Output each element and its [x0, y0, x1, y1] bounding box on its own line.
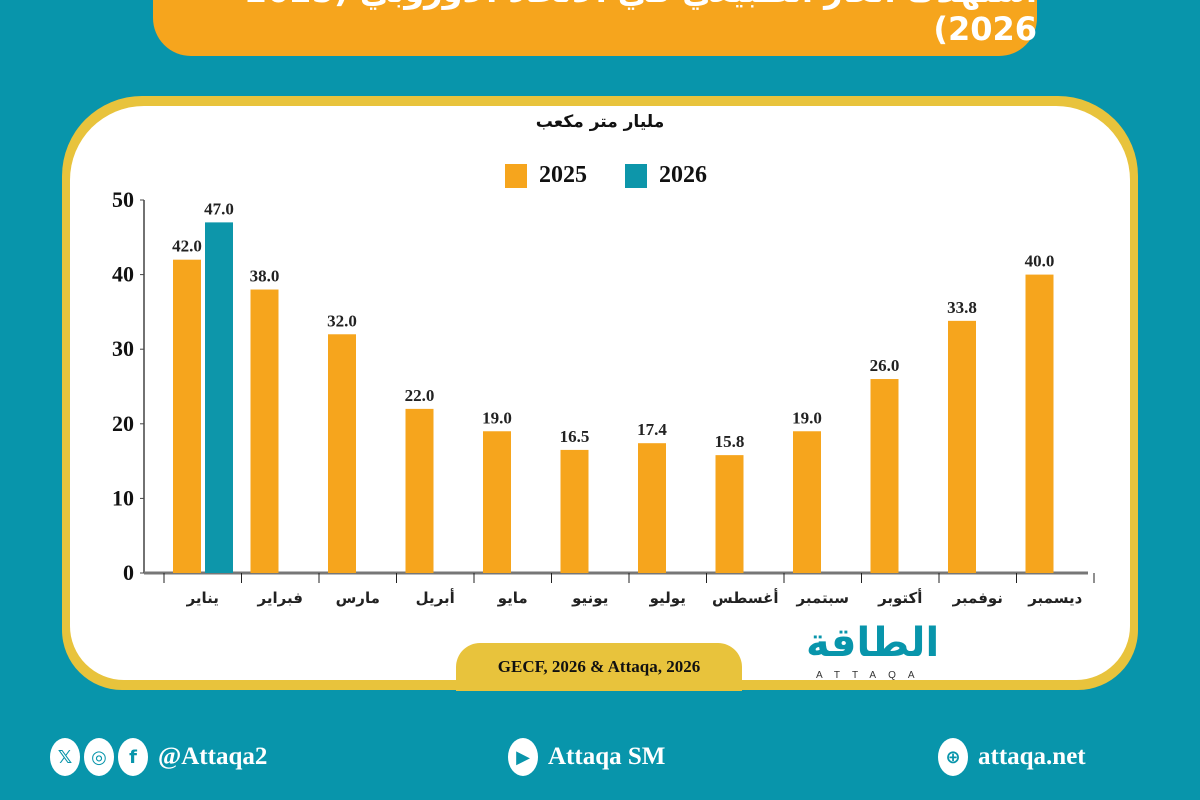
chart-title: استهلاك الغاز الطبيعي في الاتحاد الأوروب…: [221, 0, 1037, 48]
bar-2025: [328, 334, 356, 573]
facebook-icon[interactable]: f: [118, 738, 148, 776]
bar-2025: [870, 379, 899, 573]
data-label: 33.8: [947, 298, 977, 317]
x-tick-label: سبتمبر: [795, 589, 849, 607]
title-banner: استهلاك الغاز الطبيعي في الاتحاد الأوروب…: [153, 0, 1037, 56]
social-handle[interactable]: @Attaqa2: [158, 743, 268, 770]
bar-2025: [405, 408, 434, 573]
footer-social[interactable]: 𝕏 ◎ f @Attaqa2: [50, 738, 267, 776]
data-label: 16.5: [560, 427, 590, 446]
x-tick-label: ديسمبر: [1027, 589, 1082, 607]
data-label: 38.0: [250, 267, 280, 286]
x-tick-label: أبريل: [416, 588, 455, 607]
youtube-handle[interactable]: Attaqa SM: [548, 743, 666, 770]
x-tick-label: يوليو: [649, 589, 686, 607]
legend-swatch-2026: [625, 163, 647, 188]
x-tick-label: يناير: [186, 589, 219, 607]
y-tick-label: 20: [112, 411, 134, 436]
x-icon[interactable]: 𝕏: [50, 738, 80, 776]
x-tick-label: أغسطس: [712, 588, 778, 607]
data-label: 32.0: [327, 311, 357, 330]
x-tick-label: نوفمبر: [952, 589, 1003, 607]
data-label: 40.0: [1025, 252, 1055, 271]
y-axis-unit: مليار متر مكعب: [535, 112, 665, 132]
data-label: 19.0: [482, 408, 512, 427]
y-tick-label: 50: [112, 187, 134, 212]
bar-2025: [715, 455, 744, 573]
y-tick-label: 30: [112, 336, 134, 361]
bar-2025: [948, 320, 976, 573]
legend-swatch-2025: [505, 163, 527, 188]
data-label: 17.4: [637, 420, 667, 439]
logo-subtext: ATTAQA: [816, 670, 927, 681]
bar-2025: [483, 431, 511, 573]
legend: 2025 2026: [505, 162, 707, 189]
logo-text: الطاقة: [806, 620, 940, 666]
legend-item-2025: 2025: [505, 162, 587, 189]
bar-2025: [793, 431, 821, 573]
x-tick-label: يونيو: [571, 589, 608, 607]
y-tick-label: 0: [123, 560, 134, 585]
data-label: 47.0: [204, 199, 234, 218]
x-tick-label: أكتوبر: [877, 588, 922, 607]
source-label: GECF, 2026 & Attaqa, 2026: [456, 643, 742, 691]
legend-label-2025: 2025: [539, 162, 587, 188]
data-label: 22.0: [405, 386, 435, 405]
footer-youtube[interactable]: ▶ Attaqa SM: [508, 738, 665, 776]
bar-2025: [560, 449, 589, 573]
bar-2025: [250, 289, 279, 573]
bar-2025: [1025, 274, 1054, 573]
data-label: 26.0: [870, 356, 900, 375]
x-tick-label: مايو: [497, 589, 528, 607]
data-label: 42.0: [172, 237, 202, 256]
bar-2025: [638, 443, 666, 573]
y-tick-label: 40: [112, 262, 134, 287]
globe-icon[interactable]: ⊕: [938, 738, 968, 776]
instagram-icon[interactable]: ◎: [84, 738, 114, 776]
attaqa-logo: الطاقة ATTAQA: [806, 620, 986, 690]
legend-item-2026: 2026: [625, 162, 707, 189]
y-tick-label: 10: [112, 485, 134, 510]
bar-2026: [205, 222, 233, 573]
youtube-icon[interactable]: ▶: [508, 738, 538, 776]
x-tick-label: فبراير: [257, 589, 303, 607]
x-tick-label: مارس: [336, 589, 380, 607]
footer-website[interactable]: ⊕ attaqa.net: [938, 738, 1086, 776]
website-link[interactable]: attaqa.net: [978, 743, 1086, 770]
data-label: 19.0: [792, 408, 822, 427]
data-label: 15.8: [715, 432, 745, 451]
legend-label-2026: 2026: [659, 162, 707, 188]
bar-2025: [173, 259, 201, 573]
